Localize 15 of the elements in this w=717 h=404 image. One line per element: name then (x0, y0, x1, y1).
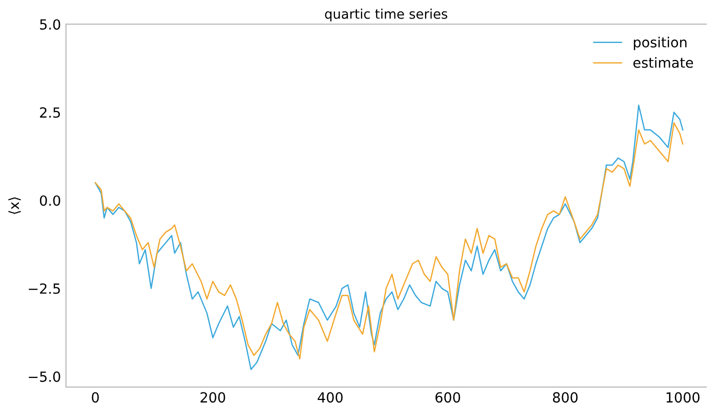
y-tick-label: 5.0 (40, 19, 60, 30)
x-tick-label: 200 (200, 392, 226, 403)
legend-label: estimate (633, 57, 694, 68)
y-tick-label: 2.5 (40, 107, 60, 118)
x-tick-label: 800 (552, 392, 578, 403)
chart-title: quartic time series (325, 8, 448, 22)
x-tick-label: 1000 (666, 392, 700, 403)
y-axis-title: ⟨x⟩ (8, 197, 21, 214)
y-tick-label: −2.5 (28, 283, 60, 294)
legend-label: position (634, 36, 686, 50)
x-tick-label: 400 (318, 392, 343, 403)
y-tick-label: −5.0 (28, 371, 60, 382)
y-tick-label: 0.0 (40, 195, 60, 206)
x-tick-label: 600 (436, 392, 460, 403)
x-tick-label: 0 (92, 392, 99, 403)
